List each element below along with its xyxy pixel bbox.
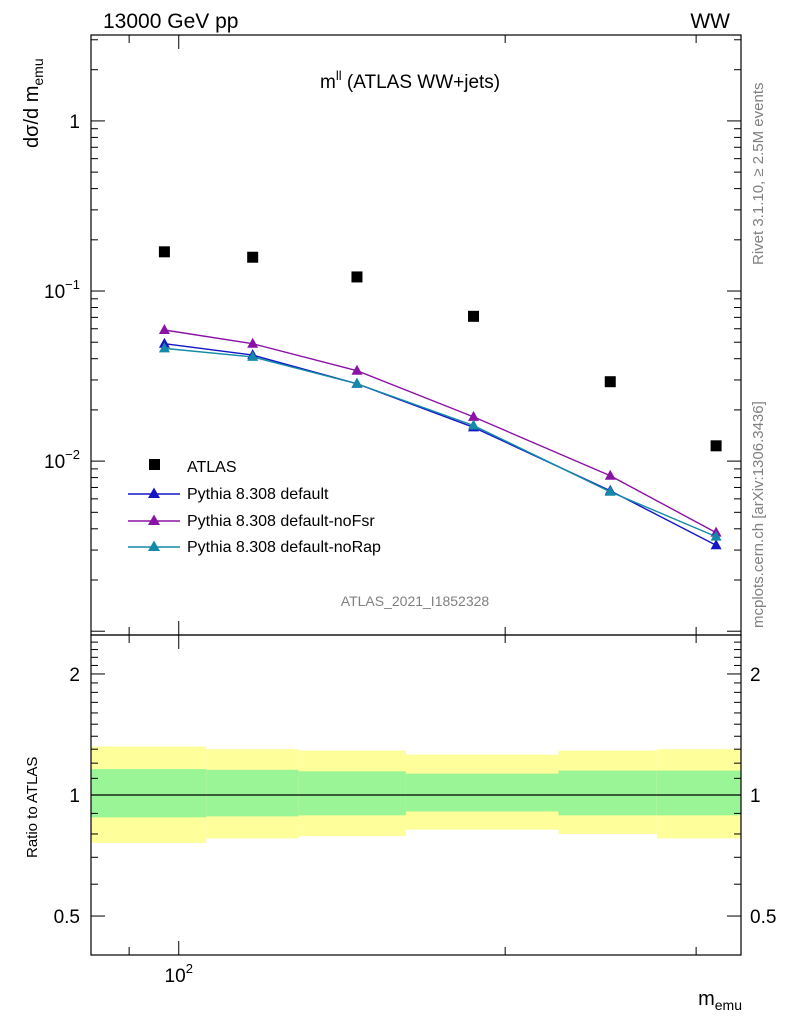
- legend-label-default: Pythia 8.308 default: [187, 486, 329, 503]
- main-y-tick-label: 10−1: [44, 277, 80, 303]
- main-y-tick-label-exponent: −1: [65, 277, 80, 292]
- series-line: [164, 329, 717, 534]
- ratio-stat-uncertainty-band: [91, 769, 207, 818]
- analysis-tag: ATLAS_2021_I1852328: [341, 593, 490, 609]
- main-y-tick-label-base: 10: [44, 452, 65, 473]
- series-marker: [468, 410, 480, 421]
- x-tick-label-exponent: 2: [186, 961, 193, 976]
- series-2: [158, 323, 722, 537]
- series-marker: [158, 342, 170, 353]
- main-y-axis-label: dσ/d memu: [21, 58, 46, 148]
- series-marker: [351, 377, 363, 388]
- legend-label-atlas: ATLAS: [187, 459, 237, 476]
- legend: ATLAS Pythia 8.308 default Pythia 8.308 …: [128, 459, 381, 556]
- process-label: WW: [690, 10, 730, 33]
- series-marker: [604, 469, 616, 480]
- data-point-atlas: [604, 376, 616, 388]
- series-marker: [710, 530, 722, 541]
- main-axis-ticks: 110−110−2: [44, 35, 741, 635]
- main-plot-content: [158, 246, 722, 550]
- ratio-stat-uncertainty-band: [206, 769, 299, 817]
- plot-title: mll (ATLAS WW+jets): [320, 68, 500, 93]
- main-y-tick-label: 10−2: [44, 447, 80, 473]
- series-marker: [247, 350, 259, 361]
- ratio-y-tick-label-left: 0.5: [54, 907, 80, 928]
- series-marker: [604, 485, 616, 496]
- ratio-plot-content: [91, 746, 741, 843]
- series-marker: [468, 419, 480, 430]
- main-y-tick-label-exponent: −2: [65, 447, 80, 462]
- series-marker: [158, 323, 170, 334]
- legend-marker-default: [148, 487, 160, 498]
- series-0: [158, 246, 722, 452]
- x-tick-label-base: 10: [165, 966, 186, 987]
- ratio-y-tick-label-left: 2: [69, 665, 80, 686]
- series-marker: [247, 337, 259, 348]
- main-y-tick-label-base: 10: [44, 282, 65, 303]
- rivet-version-label: Rivet 3.1.10, ≥ 2.5M events: [750, 83, 767, 266]
- x-axis-label: memu: [698, 988, 742, 1013]
- data-point-atlas: [351, 271, 363, 283]
- x-tick-label: 102: [165, 961, 193, 987]
- mcplots-label: mcplots.cern.ch [arXiv:1306.3436]: [750, 401, 767, 628]
- data-point-atlas: [247, 251, 259, 263]
- data-point-atlas: [468, 310, 480, 322]
- collision-energy-label: 13000 GeV pp: [103, 10, 238, 33]
- series-3: [158, 342, 722, 541]
- ratio-y-tick-label-right: 0.5: [750, 907, 776, 928]
- ratio-y-tick-label-left: 1: [69, 786, 80, 807]
- ratio-stat-uncertainty-band: [558, 770, 657, 816]
- ratio-y-tick-label-right: 2: [750, 665, 761, 686]
- data-point-atlas: [158, 246, 170, 258]
- ratio-stat-uncertainty-band: [405, 773, 559, 812]
- ratio-y-axis-label: Ratio to ATLAS: [24, 757, 41, 858]
- legend-label-norap: Pythia 8.308 default-noRap: [187, 539, 381, 556]
- series-line: [164, 347, 717, 538]
- legend-marker-atlas: [149, 459, 160, 470]
- main-y-tick-label: 1: [69, 112, 80, 133]
- legend-marker-nofsr: [148, 514, 160, 525]
- series-marker: [710, 539, 722, 550]
- series-marker: [351, 364, 363, 375]
- ratio-stat-uncertainty-band: [656, 770, 741, 816]
- data-point-atlas: [710, 440, 722, 452]
- ratio-y-tick-label-right: 1: [750, 786, 761, 807]
- ratio-stat-uncertainty-band: [298, 771, 406, 816]
- legend-label-nofsr: Pythia 8.308 default-noFsr: [187, 513, 375, 530]
- legend-marker-norap: [148, 540, 160, 551]
